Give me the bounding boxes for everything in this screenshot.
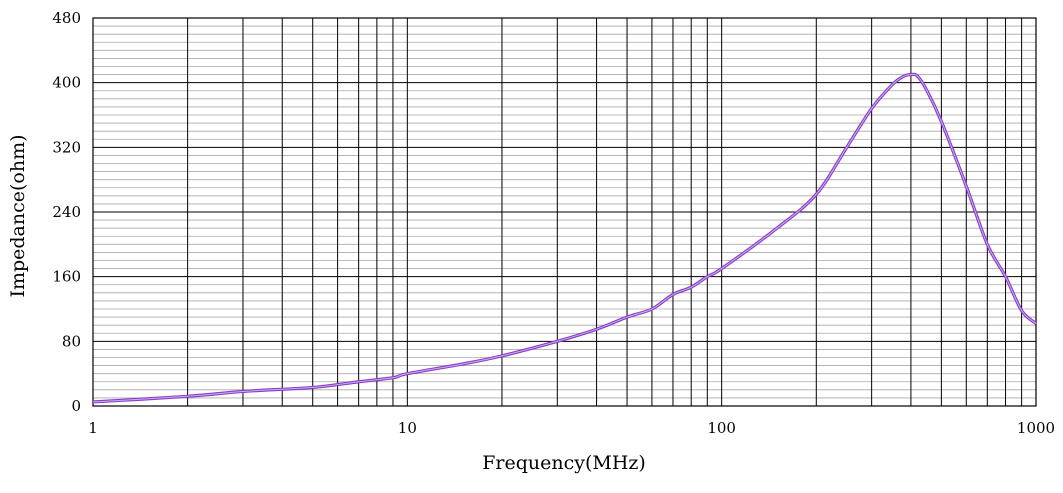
y-tick-label: 400 (52, 74, 81, 92)
impedance-series-line (92, 72, 1038, 404)
y-axis-ticks: 0 80 160 240 320 400 480 (52, 9, 81, 415)
y-tick-label: 0 (71, 397, 81, 415)
y-tick-label: 160 (52, 268, 81, 286)
y-axis-title: Impedance(ohm) (7, 134, 29, 297)
x-tick-label: 1 (88, 419, 98, 437)
x-axis-title: Frequency(MHz) (482, 452, 646, 474)
minor-grid (93, 25, 1036, 399)
plot-border (92, 17, 1037, 407)
plot-area-border (92, 17, 1037, 407)
y-tick-label: 320 (52, 138, 81, 156)
y-tick-label: 240 (52, 203, 81, 221)
y-tick-label: 80 (62, 332, 81, 350)
x-tick-label: 100 (707, 419, 736, 437)
major-grid (93, 17, 1036, 407)
x-axis-ticks: 1 10 100 1000 (88, 419, 1055, 437)
x-tick-label: 1000 (1017, 419, 1055, 437)
series-group (92, 72, 1038, 404)
impedance-series-line-highlight (92, 73, 1037, 403)
y-tick-label: 480 (52, 9, 81, 27)
x-tick-label: 10 (398, 419, 417, 437)
